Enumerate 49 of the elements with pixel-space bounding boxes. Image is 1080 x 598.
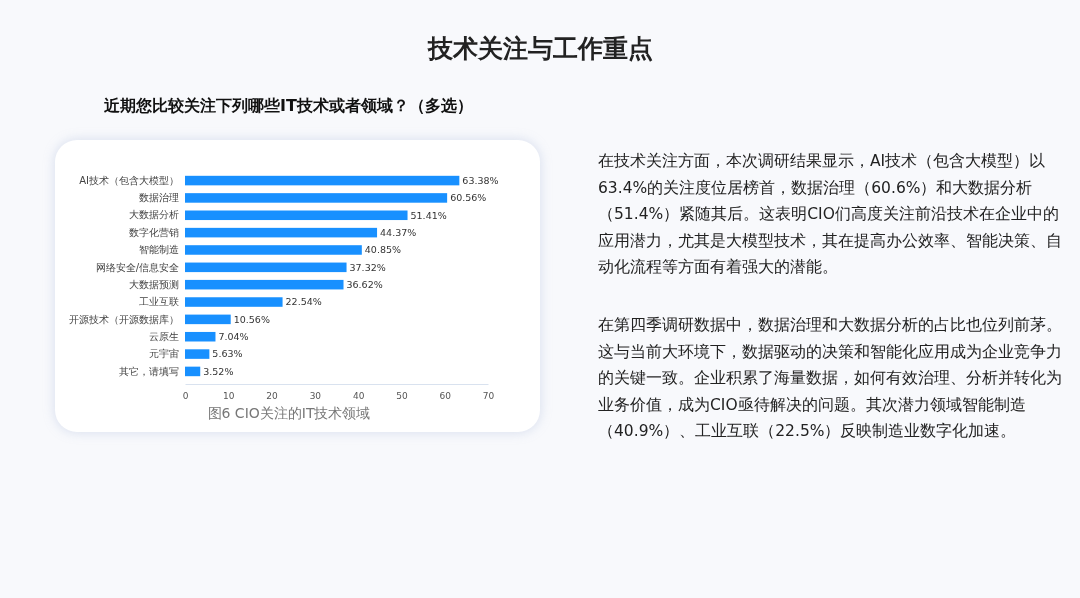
bar: [185, 193, 448, 203]
chart-subtitle: 近期您比较关注下列哪些IT技术或者领域？（多选）: [104, 96, 473, 117]
y-tick-label: 其它，请填写: [119, 365, 179, 377]
y-tick-label: 智能制造: [139, 244, 179, 256]
data-label: 51.41%: [410, 209, 447, 221]
data-label: 40.85%: [364, 244, 402, 256]
data-label: 36.62%: [346, 279, 383, 290]
y-tick-label: 网络安全/信息安全: [95, 261, 179, 273]
data-label: 3.52%: [203, 365, 234, 377]
x-tick-label: 10: [223, 391, 235, 402]
text: 在技术关注方面，本次调研结果显示，AI技术（包含大模型）以63.4%的关注度位居榜首，数据治理（60.6%）和大数据分析（51.4%）紧随其后。这表明CIO们高度关注前沿技术在企业中的应用潜力，尤其是大模型技术，其在提高办公效率、智能决策、自动化流程等方面有着强大的潜能。: [598, 151, 1063, 278]
y-tick-label: 元宇宙: [149, 348, 179, 360]
bar: [185, 262, 347, 273]
x-tick-label: 20: [266, 391, 279, 402]
data-label: 60.56%: [450, 192, 487, 204]
y-tick-label: 云原生: [149, 330, 179, 342]
bar: [185, 210, 408, 221]
text: 在第四季调研数据中，数据治理和大数据分析的占比也位列前茅。这与当前大环境下，数据驱动的决策和智能化应用成为企业竞争力的关键一致。企业积累了海量数据，如何有效治理、分析并转化为业务价值，成为CIO亟待解决的问题。其次潜力领域智能制造（40.9%）、工业互联（22.5%）反映制造业数字化加速。: [598, 315, 1063, 442]
bar: [185, 297, 283, 307]
bar: [185, 175, 460, 186]
data-label: 5.63%: [212, 348, 243, 360]
y-tick-label: 数据治理: [139, 192, 179, 204]
data-label: 7.04%: [218, 331, 249, 343]
x-tick-label: 0: [182, 391, 189, 402]
x-tick-label: 40: [352, 391, 365, 402]
data-label: 10.56%: [233, 313, 270, 325]
y-tick-label: 开源技术（开源数据库）: [69, 313, 179, 325]
y-tick-label: 数字化营销: [129, 226, 179, 238]
y-tick-label: 工业互联: [139, 296, 179, 308]
y-tick-label: 大数据预测: [129, 278, 179, 290]
bar: [185, 279, 344, 290]
y-tick-label: 大数据分析: [129, 209, 179, 221]
x-tick-label: 50: [396, 391, 408, 402]
x-tick-label: 30: [309, 391, 322, 402]
y-tick-label: AI技术（包含大模型）: [79, 174, 179, 186]
bar: [185, 366, 201, 377]
bar: [185, 245, 362, 255]
text: 技术关注与工作重点: [426, 33, 654, 65]
data-label: 44.37%: [380, 226, 417, 238]
bar: [185, 314, 231, 325]
x-tick-label: 60: [439, 391, 452, 402]
bar: [185, 331, 216, 342]
data-label: 22.54%: [285, 296, 322, 308]
data-label: 37.32%: [349, 261, 386, 273]
caption: 图6 CIO关注的IT技术领域: [207, 405, 371, 421]
bar: [185, 227, 378, 238]
x-tick-label: 70: [482, 391, 495, 402]
bar: [185, 349, 210, 359]
data-label: 63.38%: [462, 174, 499, 186]
